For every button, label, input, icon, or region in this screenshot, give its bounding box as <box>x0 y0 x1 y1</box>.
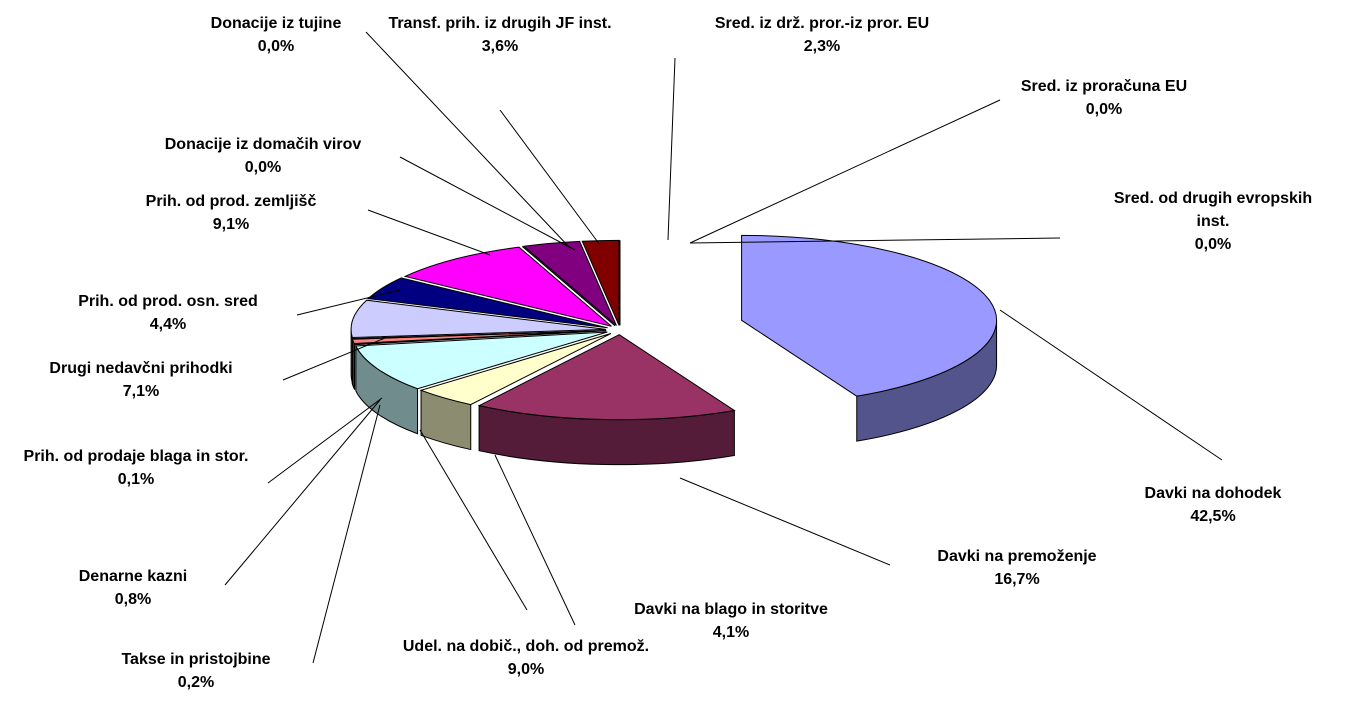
slice <box>355 331 608 390</box>
leader-line <box>399 156 576 251</box>
data-label: Denarne kazni 0,8% <box>33 565 233 611</box>
category-name: Davki na premoženje <box>937 548 1097 565</box>
category-name: Sred. od drugih evropskih inst. <box>1113 190 1313 230</box>
slice <box>419 333 612 406</box>
data-label: Prih. od prodaje blaga in stor. 0,1% <box>1 445 271 491</box>
value-label: 0,0% <box>1085 101 1123 118</box>
value-label: 0,0% <box>244 159 282 176</box>
category-name: Davki na blago in storitve <box>634 601 828 618</box>
data-label: Udel. na dobič., doh. od premož. 9,0% <box>401 635 651 681</box>
data-label: Transf. prih. iz drugih JF inst. 3,6% <box>375 12 625 58</box>
data-label: Sred. iz drž. pror.-iz pror. EU 2,3% <box>687 12 957 58</box>
category-name: Prih. od prodaje blaga in stor. <box>23 448 249 465</box>
value-label: 9,0% <box>507 661 545 678</box>
value-label: 0,0% <box>1194 236 1232 253</box>
category-name: Udel. na dobič., doh. od premož. <box>402 638 650 655</box>
value-label: 0,0% <box>257 38 295 55</box>
value-label: 0,2% <box>177 674 215 691</box>
leader-line <box>689 99 1001 244</box>
leader-line <box>224 399 381 586</box>
data-label: Davki na premoženje 16,7% <box>902 545 1132 591</box>
leader-line <box>999 309 1223 461</box>
data-label: Drugi nedavčni prihodki 7,1% <box>11 357 271 403</box>
category-name: Davki na dohodek <box>1144 485 1282 502</box>
category-name: Prih. od prod. osn. sred <box>78 293 258 310</box>
leader-line <box>365 31 571 249</box>
slice <box>351 329 607 340</box>
category-name: Prih. od prod. zemljišč <box>145 193 317 210</box>
value-label: 4,4% <box>149 316 187 333</box>
category-name: Denarne kazni <box>78 568 188 585</box>
category-name: Sred. iz drž. pror.-iz pror. EU <box>714 15 930 32</box>
slice <box>403 246 612 327</box>
slice <box>581 239 620 326</box>
leader-line <box>367 209 491 256</box>
data-label: Sred. iz proračuna EU 0,0% <box>994 75 1214 121</box>
slice <box>477 334 736 421</box>
category-name: Donacije iz domačih virov <box>164 136 362 153</box>
leader-line <box>419 429 528 611</box>
value-label: 42,5% <box>1190 508 1236 525</box>
data-label: Prih. od prod. zemljišč 9,1% <box>101 190 361 236</box>
slice <box>350 299 607 339</box>
value-label: 7,1% <box>122 383 160 400</box>
slice <box>367 277 608 329</box>
slice <box>522 240 617 326</box>
leader-line <box>679 477 891 566</box>
value-label: 16,7% <box>994 571 1040 588</box>
category-name: Donacije iz tujine <box>210 15 342 32</box>
data-label: Davki na blago in storitve 4,1% <box>581 598 881 644</box>
leader-line <box>267 397 383 484</box>
leader-line <box>282 337 386 381</box>
value-label: 0,8% <box>114 591 152 608</box>
data-label: Donacije iz tujine 0,0% <box>176 12 376 58</box>
value-label: 3,6% <box>481 38 519 55</box>
value-label: 4,1% <box>712 624 750 641</box>
leader-line <box>494 454 576 626</box>
data-label: Takse in pristojbine 0,2% <box>71 648 321 694</box>
category-name: Transf. prih. iz drugih JF inst. <box>388 15 612 32</box>
data-label: Sred. od drugih evropskih inst. 0,0% <box>1103 187 1323 256</box>
category-name: Takse in pristojbine <box>121 651 271 668</box>
leader-line <box>499 109 601 246</box>
leader-line <box>296 289 401 316</box>
leader-line <box>667 57 676 241</box>
leader-line <box>689 237 1061 244</box>
category-name: Sred. iz proračuna EU <box>1020 78 1188 95</box>
category-name: Drugi nedavčni prihodki <box>49 360 233 377</box>
value-label: 9,1% <box>212 216 250 233</box>
data-label: Davki na dohodek 42,5% <box>1113 482 1313 528</box>
value-label: 0,1% <box>117 471 155 488</box>
leader-line <box>312 404 381 664</box>
data-label: Prih. od prod. osn. sred 4,4% <box>38 290 298 336</box>
data-label: Donacije iz domačih virov 0,0% <box>123 133 403 179</box>
value-label: 2,3% <box>803 38 841 55</box>
